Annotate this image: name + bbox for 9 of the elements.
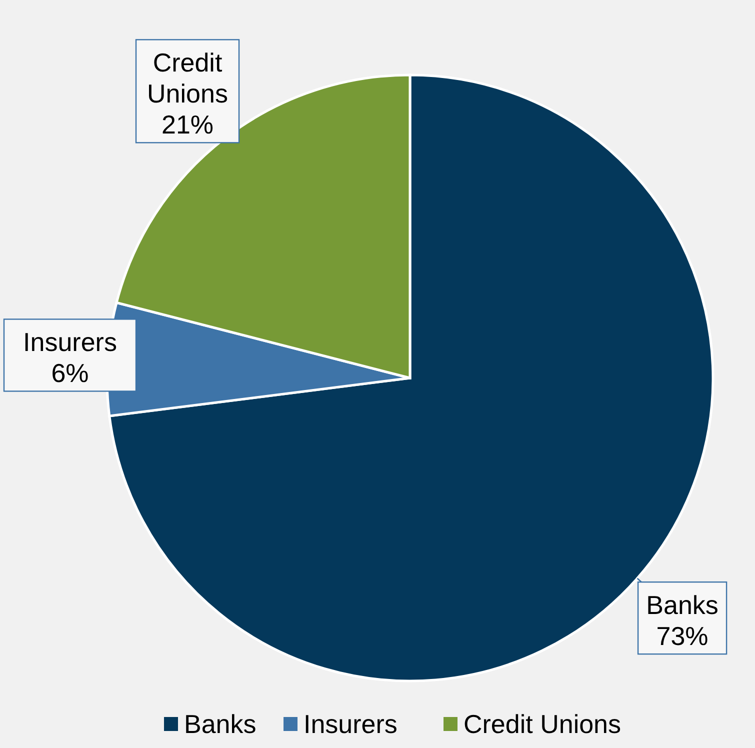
legend-label: Insurers [304,709,398,739]
data-label: 6% [51,358,89,388]
slice-label: Banks [646,590,718,620]
legend-label: Credit Unions [464,709,622,739]
slice-label: Credit Unions [147,48,228,109]
data-label: 21% [161,110,214,140]
legend-label: Banks [184,709,256,739]
data-label: 73% [656,621,708,652]
slice-label: Insurers [23,327,117,358]
